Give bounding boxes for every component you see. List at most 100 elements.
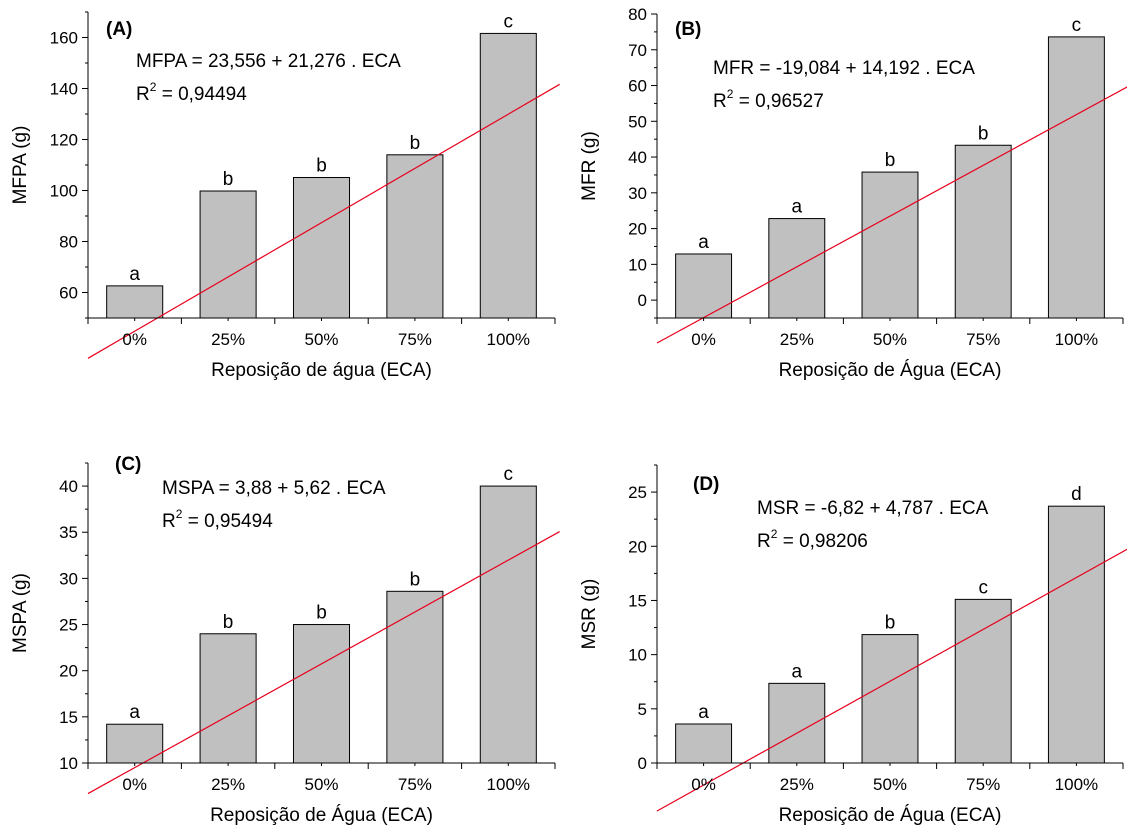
r-squared-exponent: 2 (150, 80, 157, 94)
x-axis-title: Reposição de Água (ECA) (779, 805, 1002, 826)
bar-significance-letter: b (885, 613, 896, 634)
panel-label: (B) (675, 19, 701, 40)
bar-significance-letter: c (978, 577, 988, 598)
bar-significance-letter: d (1071, 484, 1082, 505)
r-squared-symbol: R (136, 84, 150, 105)
y-tick-label: 30 (59, 569, 78, 588)
x-tick-label: 100% (487, 775, 530, 794)
regression-equation: MFPA = 23,556 + 21,276 . ECA (136, 51, 401, 72)
regression-line (656, 86, 1127, 344)
y-tick-label: 15 (59, 708, 78, 727)
y-tick-label: 5 (638, 700, 647, 719)
x-tick-label: 0% (122, 330, 147, 349)
bar (199, 190, 257, 319)
r-squared-symbol: R (757, 531, 771, 552)
y-tick-label: 120 (50, 131, 78, 150)
y-axis-title: MSPA (g) (10, 573, 31, 653)
y-tick-label: 80 (628, 5, 647, 24)
panel-b: a a b b c 0 10 20 30 40 50 60 70 80 0% 25% 50% 75% 100% Rep… (579, 5, 1127, 381)
r-squared: R2 = 0,98206 (757, 527, 868, 552)
y-tick-label: 70 (628, 41, 647, 60)
regression-equation: MSPA = 3,88 + 5,62 . ECA (162, 478, 386, 499)
regression-line (87, 83, 560, 359)
y-tick-label: 140 (50, 80, 78, 99)
y-tick-label: 20 (628, 220, 647, 239)
r-squared-value: = 0,96527 (733, 91, 823, 112)
panel-label: (D) (693, 474, 719, 495)
bar-significance-letter: b (410, 569, 421, 590)
y-tick-label: 80 (59, 233, 78, 252)
r-squared: R2 = 0,94494 (136, 80, 247, 105)
bar (479, 32, 537, 319)
x-tick-label: 100% (1055, 775, 1098, 794)
y-tick-label: 60 (628, 77, 647, 96)
panel-label: (A) (106, 19, 132, 40)
r-squared-value: = 0,95494 (182, 511, 273, 532)
bar-significance-letter: b (885, 150, 896, 171)
x-tick-label: 25% (780, 330, 814, 349)
y-tick-label: 50 (628, 112, 647, 131)
x-tick-label: 75% (398, 775, 432, 794)
bar-significance-letter: a (792, 197, 803, 218)
y-tick-label: 100 (50, 182, 78, 201)
bar-significance-letter: a (792, 661, 803, 682)
bar-significance-letter: b (410, 133, 421, 154)
bar-significance-letter: b (316, 155, 327, 176)
regression-equation: MSR = -6,82 + 4,787 . ECA (757, 498, 989, 519)
r-squared-symbol: R (162, 511, 176, 532)
x-tick-label: 25% (211, 775, 245, 794)
x-tick-label: 25% (211, 330, 245, 349)
x-tick-label: 0% (691, 775, 716, 794)
y-tick-label: 10 (628, 646, 647, 665)
bar (675, 253, 733, 319)
r-squared-symbol: R (713, 91, 727, 112)
bar (292, 624, 351, 764)
x-tick-label: 0% (691, 330, 716, 349)
bar-significance-letter: c (504, 11, 514, 32)
x-tick-label: 100% (1055, 330, 1098, 349)
bar-significance-letter: b (223, 169, 234, 190)
panel-label: (C) (115, 454, 141, 475)
panel-d: a a b c d 0 5 10 15 20 25 0% 25% 50% 75% 100% Reposição … (579, 464, 1127, 826)
x-tick-label: 25% (780, 775, 814, 794)
x-axis-title: Reposição de água (ECA) (211, 360, 432, 381)
bar (292, 176, 351, 319)
bar (386, 154, 444, 319)
panel-a: a b b b c 60 80 100 120 140 160 0% 25% 50% 75% 100% Repo… (10, 11, 560, 381)
y-axis-title: MFR (g) (579, 131, 600, 201)
bar-significance-letter: b (316, 603, 327, 624)
y-tick-label: 35 (59, 523, 78, 542)
r-squared-value: = 0,98206 (777, 531, 867, 552)
bar-significance-letter: b (223, 612, 234, 633)
x-tick-label: 75% (966, 775, 1000, 794)
x-tick-label: 50% (304, 330, 338, 349)
bar (479, 485, 537, 764)
y-tick-label: 40 (628, 148, 647, 167)
bar-significance-letter: a (129, 702, 140, 723)
bar (768, 682, 826, 764)
bar-significance-letter: b (978, 123, 989, 144)
y-axis-title: MSR (g) (579, 579, 600, 650)
bar-significance-letter: a (698, 232, 709, 253)
x-tick-label: 50% (304, 775, 338, 794)
bar (954, 598, 1012, 764)
y-tick-label: 0 (638, 754, 647, 773)
x-axis-title: Reposição de Água (ECA) (779, 360, 1002, 381)
x-tick-label: 75% (966, 330, 1000, 349)
r-squared-exponent: 2 (727, 87, 734, 101)
panel-c: a b b b c 10 15 20 25 30 35 40 0% 25% 50% 75% 100% Reposi… (10, 454, 560, 826)
y-tick-label: 10 (628, 255, 647, 274)
bar (386, 590, 444, 764)
bar (954, 144, 1012, 319)
regression-line (87, 531, 560, 795)
y-tick-label: 160 (50, 29, 78, 48)
y-tick-label: 20 (628, 537, 647, 556)
bar (861, 171, 919, 319)
bar (1047, 36, 1105, 319)
bar (861, 634, 919, 764)
regression-line (656, 548, 1127, 812)
bar (675, 723, 733, 764)
r-squared-exponent: 2 (771, 527, 778, 541)
bar-significance-letter: a (129, 264, 140, 285)
